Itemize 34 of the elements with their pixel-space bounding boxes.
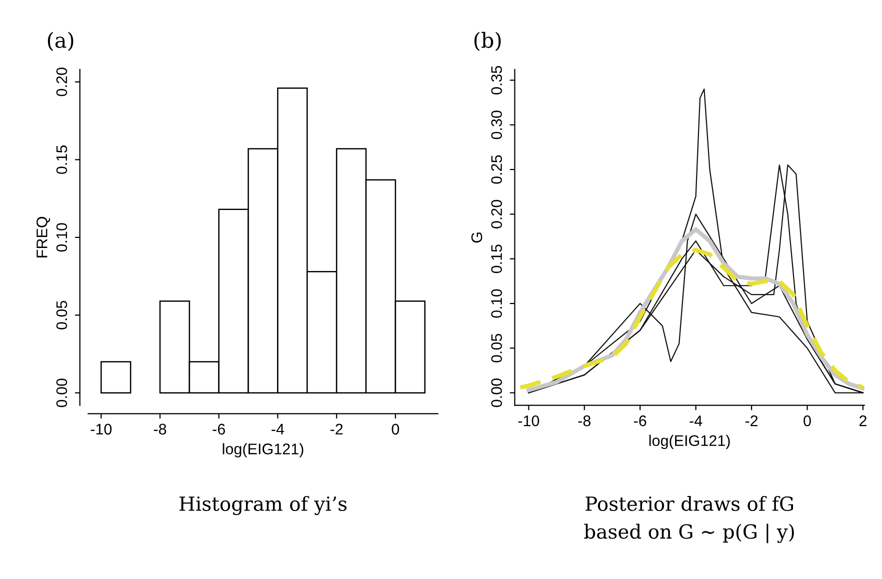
y-axis-title: FREQ	[36, 216, 50, 258]
y-tick-label: 0.05	[56, 300, 68, 330]
y-tick-label: 0.15	[491, 244, 502, 274]
x-tick-label: 0	[804, 415, 811, 426]
y-tick-label: 0.20	[491, 200, 502, 228]
y-axis-title: G	[471, 232, 482, 243]
x-axis-title: log(EIG121)	[222, 443, 304, 458]
x-tick-label: -8	[154, 424, 166, 435]
text: Posterior draws of fG based on G ∼ p(G | y)	[584, 496, 794, 544]
x-tick-label: -10	[518, 415, 540, 426]
x-tick-label: -6	[634, 415, 646, 426]
x-tick-label: -6	[212, 424, 225, 435]
y-tick-label: 0.10	[56, 223, 68, 252]
y-tick-label: 0.25	[491, 155, 502, 184]
y-tick-label: 0.30	[491, 110, 502, 140]
y-tick-label: 0.00	[491, 378, 502, 408]
y-tick-label: 0.20	[56, 68, 68, 96]
x-tick-label: 2	[859, 415, 866, 426]
y-tick-label: 0.00	[56, 378, 68, 408]
x-tick-label: -2	[745, 415, 758, 426]
x-tick-label: 0	[392, 424, 400, 435]
chart-title: (b)	[474, 32, 501, 51]
x-tick-label: -2	[330, 424, 343, 434]
y-tick-label: 0.15	[56, 145, 68, 174]
x-axis-title: log(EIG121)	[649, 434, 730, 450]
x-tick-label: -4	[690, 416, 702, 426]
y-tick-label: 0.10	[491, 289, 502, 318]
x-tick-label: -8	[578, 415, 591, 426]
y-tick-label: 0.35	[491, 66, 502, 94]
y-tick-label: 0.05	[491, 334, 502, 362]
x-tick-label: -4	[272, 424, 284, 434]
chart-title: (a)	[48, 32, 74, 51]
x-tick-label: -10	[90, 424, 112, 435]
text: Histogram of yi’s	[180, 496, 347, 516]
